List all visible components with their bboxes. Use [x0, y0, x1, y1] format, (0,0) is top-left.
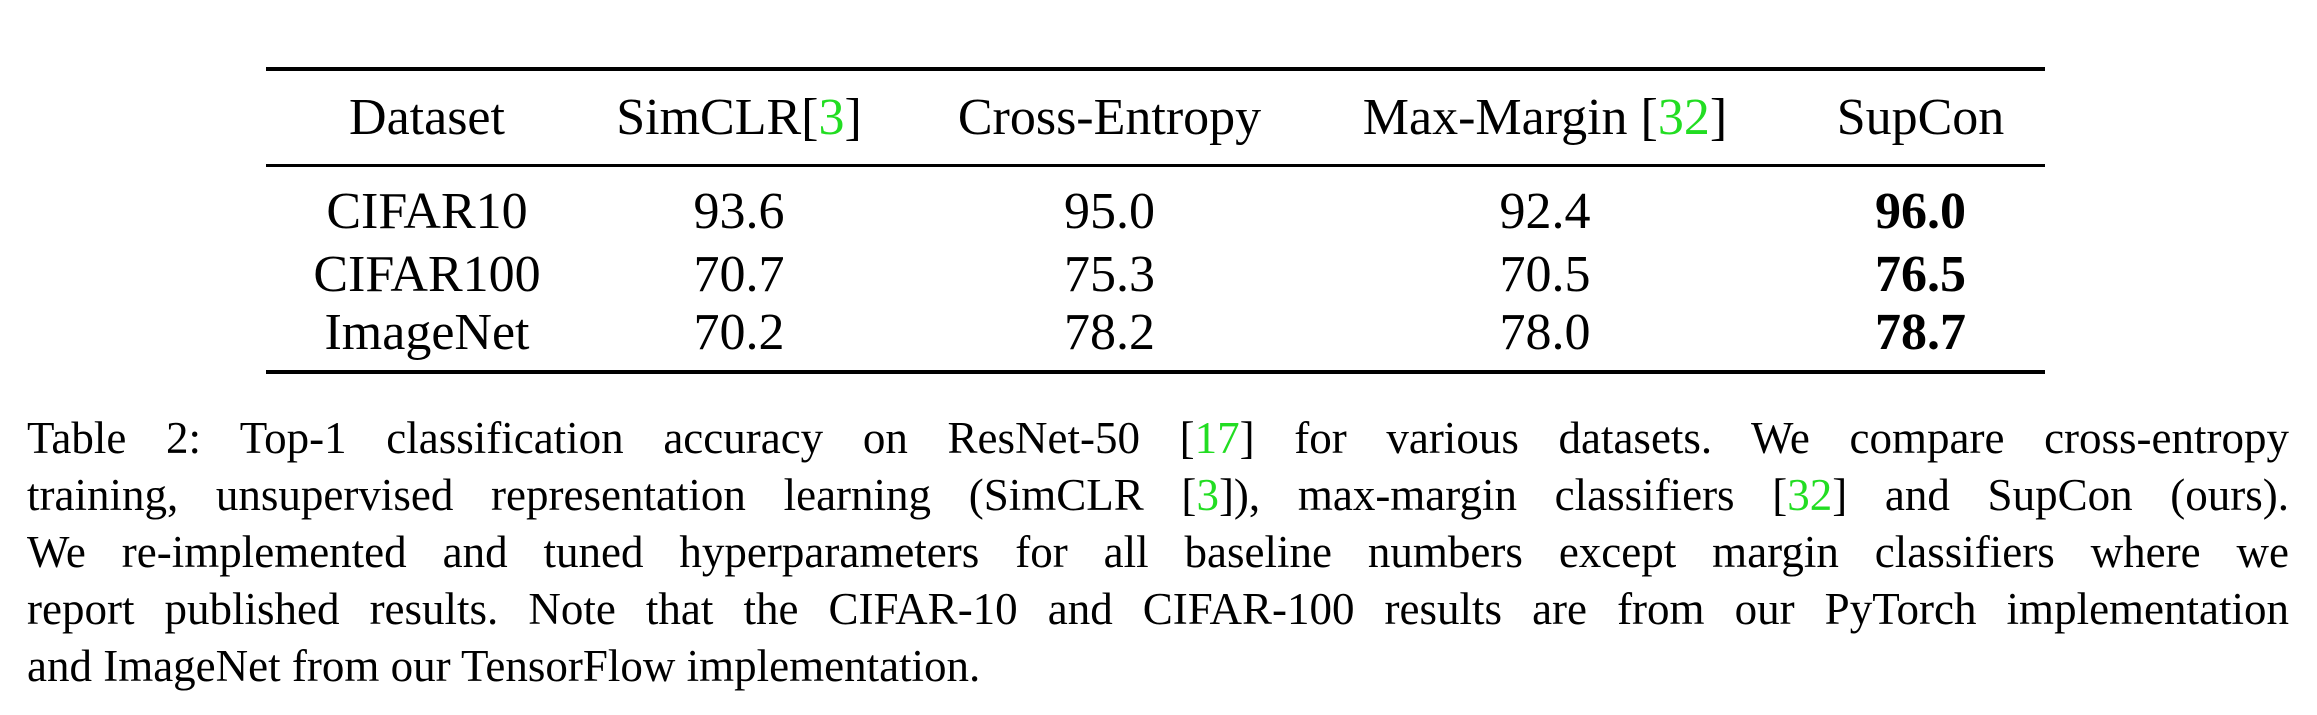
cell-cross-entropy: 78.2	[1064, 304, 1155, 361]
citation-link[interactable]: 32	[1787, 470, 1833, 520]
cell-supcon-best: 96.0	[1875, 183, 1966, 240]
table-header-rule	[266, 164, 2045, 167]
header-max-margin: Max-Margin [32]	[1362, 88, 1728, 146]
table-row: ImageNet 70.2 78.2 78.0 78.7	[266, 305, 2045, 370]
cell-dataset: CIFAR100	[313, 245, 541, 303]
cell-supcon-best: 78.7	[1875, 304, 1966, 361]
header-simclr: SimCLR[3]	[616, 88, 862, 146]
table-header-row: Dataset SimCLR[3] Cross-Entropy Max-Marg…	[266, 71, 2045, 164]
citation-link[interactable]: 17	[1194, 413, 1240, 463]
header-supcon: SupCon	[1836, 88, 2005, 146]
cell-simclr: 70.2	[693, 304, 785, 361]
table-top-rule	[266, 67, 2045, 71]
cell-max-margin: 70.5	[1499, 245, 1591, 303]
caption-line: training, unsupervised representation le…	[27, 470, 2289, 520]
citation-link[interactable]: 3	[1196, 470, 1219, 520]
table-row: CIFAR10 93.6 95.0 92.4 96.0	[266, 167, 2045, 244]
header-dataset: Dataset	[349, 88, 505, 146]
cell-max-margin: 92.4	[1499, 183, 1591, 240]
cell-simclr: 93.6	[693, 183, 785, 240]
cell-dataset: CIFAR10	[326, 183, 528, 240]
table-bottom-rule	[266, 370, 2045, 374]
cell-dataset: ImageNet	[324, 304, 530, 361]
caption-line: We re-implemented and tuned hyperparamet…	[27, 527, 2289, 577]
results-table: Dataset SimCLR[3] Cross-Entropy Max-Marg…	[266, 67, 2045, 374]
header-cross-entropy: Cross-Entropy	[957, 88, 1262, 146]
table-caption: Table 2: Top-1 classification accuracy o…	[27, 410, 2289, 695]
cell-cross-entropy: 75.3	[1064, 245, 1155, 303]
citation-link[interactable]: 32	[1657, 88, 1710, 146]
caption-line: and ImageNet from our TensorFlow impleme…	[27, 641, 981, 691]
cell-max-margin: 78.0	[1499, 304, 1591, 361]
cell-supcon-best: 76.5	[1875, 245, 1966, 303]
citation-link[interactable]: 3	[818, 88, 845, 146]
caption-line: report published results. Note that the …	[27, 584, 2289, 634]
cell-cross-entropy: 95.0	[1064, 183, 1155, 240]
cell-simclr: 70.7	[693, 245, 785, 303]
caption-line: Table 2: Top-1 classification accuracy o…	[27, 413, 2289, 463]
table-row: CIFAR100 70.7 75.3 70.5 76.5	[266, 244, 2045, 305]
